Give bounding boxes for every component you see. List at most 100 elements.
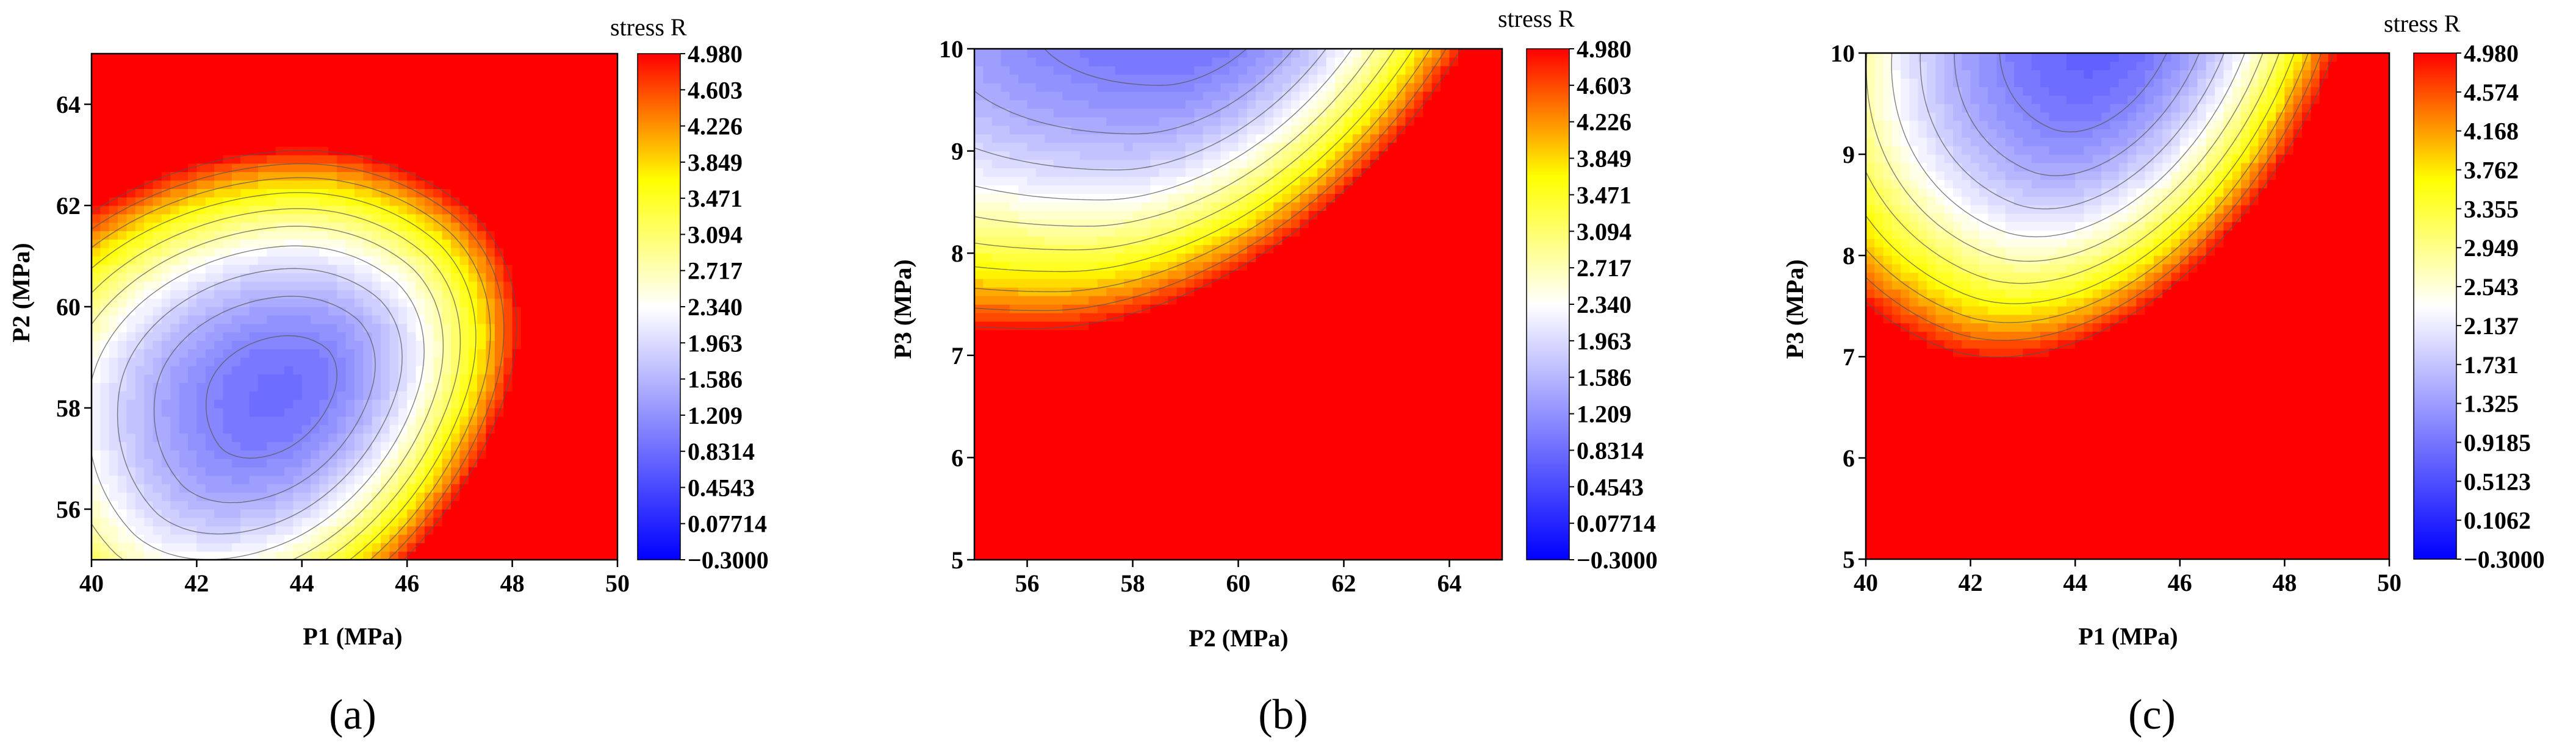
- contour-cell: [293, 163, 303, 173]
- contour-cell: [574, 484, 583, 493]
- contour-cell: [459, 290, 469, 299]
- contour-cell: [188, 290, 197, 299]
- contour-cell: [1150, 202, 1160, 211]
- contour-cell: [520, 492, 530, 501]
- contour-cell: [486, 517, 495, 527]
- contour-cell: [1071, 49, 1081, 58]
- contour-cell: [337, 163, 347, 173]
- contour-cell: [547, 273, 557, 282]
- contour-cell: [983, 262, 993, 271]
- contour-cell: [196, 298, 206, 307]
- contour-cell: [1053, 380, 1063, 390]
- contour-cell: [1106, 99, 1116, 109]
- contour-cell: [574, 323, 583, 333]
- contour-cell: [214, 349, 224, 358]
- contour-cell: [451, 138, 460, 147]
- contour-cell: [179, 433, 189, 442]
- contour-cell: [118, 87, 128, 96]
- contour-cell: [1053, 304, 1063, 313]
- contour-cell: [196, 281, 206, 290]
- contour-cell: [974, 457, 984, 466]
- contour-cell: [1132, 380, 1142, 390]
- contour-cell: [538, 382, 548, 391]
- contour-cell: [503, 332, 513, 341]
- contour-cell: [372, 475, 381, 485]
- contour-cell: [512, 416, 522, 426]
- contour-cell: [223, 264, 232, 274]
- contour-cell: [538, 492, 548, 501]
- contour-cell: [591, 222, 600, 232]
- contour-cell: [1062, 329, 1072, 339]
- contour-cell: [100, 79, 110, 88]
- contour-cell: [556, 408, 566, 417]
- contour-cell: [1097, 279, 1107, 288]
- contour-cell: [1045, 151, 1054, 160]
- contour-cell: [205, 298, 215, 307]
- contour-cell: [363, 466, 373, 476]
- contour-cell: [1018, 185, 1028, 195]
- contour-cell: [311, 205, 320, 215]
- contour-cell: [311, 213, 320, 223]
- contour-cell: [389, 315, 399, 324]
- contour-cell: [100, 213, 110, 223]
- contour-cell: [126, 466, 136, 476]
- contour-cell: [249, 365, 259, 375]
- contour-cell: [1071, 457, 1081, 466]
- contour-cell: [100, 315, 110, 324]
- contour-cell: [1053, 449, 1063, 458]
- contour-cell: [1018, 168, 1028, 177]
- contour-cell: [1062, 449, 1072, 458]
- contour-cell: [179, 450, 189, 459]
- contour-cell: [1045, 227, 1054, 237]
- contour-cell: [135, 399, 145, 409]
- contour-cell: [284, 332, 294, 341]
- contour-cell: [398, 349, 408, 358]
- contour-cell: [442, 466, 452, 476]
- contour-cell: [564, 349, 574, 358]
- contour-cell: [433, 104, 443, 113]
- contour-cell: [161, 509, 171, 518]
- contour-cell: [363, 146, 373, 155]
- contour-cell: [293, 188, 303, 198]
- contour-cell: [486, 492, 495, 501]
- contour-cell: [363, 290, 373, 299]
- contour-cell: [1001, 423, 1010, 433]
- contour-cell: [1159, 193, 1168, 202]
- contour-field-a: [92, 54, 617, 560]
- contour-cell: [1141, 116, 1151, 126]
- contour-cell: [1080, 483, 1090, 492]
- contour-cell: [214, 222, 224, 232]
- contour-cell: [1159, 287, 1168, 296]
- contour-cell: [188, 459, 197, 468]
- contour-cell: [451, 256, 460, 265]
- contour-cell: [161, 281, 171, 290]
- contour-cell: [974, 534, 984, 543]
- contour-cell: [1035, 185, 1045, 195]
- contour-cell: [1009, 423, 1019, 433]
- contour-cell: [407, 138, 417, 147]
- contour-cell: [311, 382, 320, 391]
- contour-cell: [196, 315, 206, 324]
- contour-cell: [1132, 474, 1142, 484]
- contour-cell: [319, 281, 329, 290]
- contour-cell: [582, 281, 592, 290]
- contour-cell: [991, 219, 1001, 228]
- contour-cell: [608, 121, 617, 130]
- contour-cell: [319, 197, 329, 206]
- contour-cell: [442, 87, 452, 96]
- contour-cell: [381, 180, 390, 189]
- contour-cell: [494, 475, 504, 485]
- contour-cell: [1088, 74, 1098, 84]
- contour-cell: [354, 526, 364, 535]
- contour-cell: [170, 54, 180, 63]
- contour-cell: [1115, 82, 1124, 92]
- contour-cell: [433, 281, 443, 290]
- contour-cell: [153, 54, 162, 63]
- contour-cell: [144, 441, 154, 451]
- contour-cell: [477, 256, 487, 265]
- contour-cell: [520, 239, 530, 248]
- contour-cell: [301, 466, 311, 476]
- contour-cell: [345, 70, 355, 80]
- contour-cell: [1115, 176, 1124, 186]
- contour-cell: [1115, 65, 1124, 75]
